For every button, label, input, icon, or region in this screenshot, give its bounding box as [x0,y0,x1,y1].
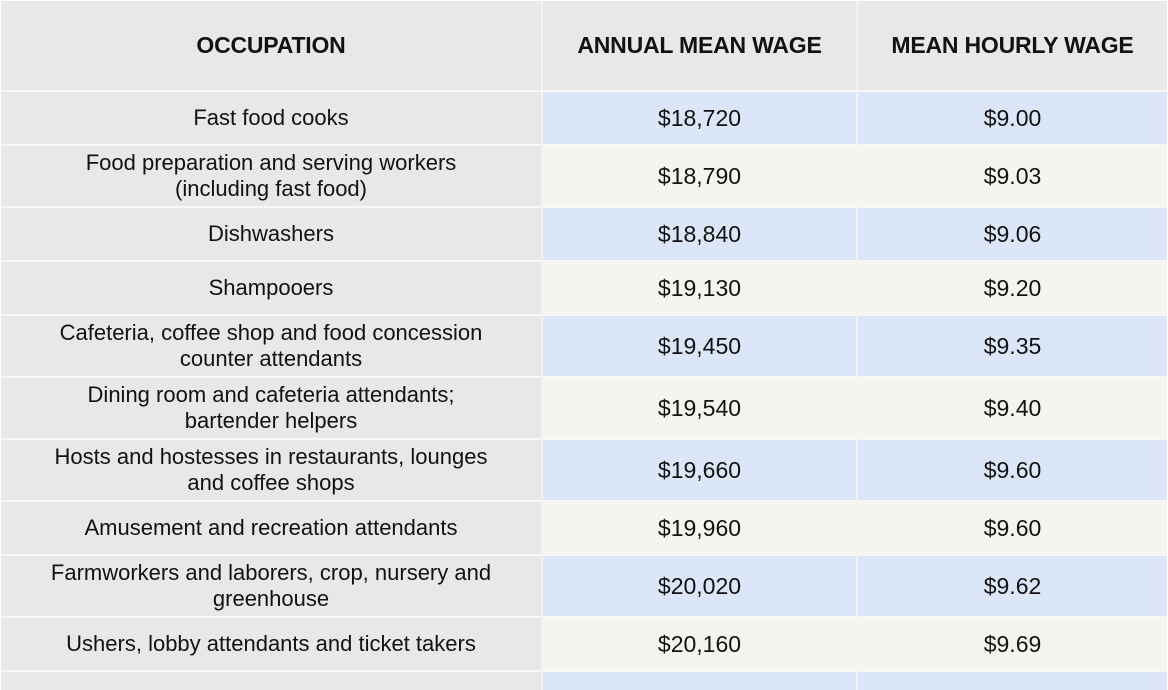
occupation-cell: Farmworkers and laborers, crop, nursery … [1,554,541,616]
occupation-cell: Amusement and recreation attendants [1,500,541,554]
column-header-occupation: OCCUPATION [1,1,541,90]
table-row: Hosts and hostesses in restaurants, loun… [1,438,1167,500]
hourly-wage-cell: $9.00 [856,90,1167,144]
table-header-row: OCCUPATION ANNUAL MEAN WAGE MEAN HOURLY … [1,1,1167,90]
hourly-wage-cell: $9.62 [856,554,1167,616]
partial-next-row [1,670,1167,690]
hourly-wage-cell: $9.60 [856,500,1167,554]
occupation-cell [1,670,541,690]
occupation-cell: Shampooers [1,260,541,314]
table-row: Dishwashers $18,840 $9.06 [1,206,1167,260]
table-row: Dining room and cafeteria attendants; ba… [1,376,1167,438]
annual-wage-cell: $18,720 [541,90,856,144]
hourly-wage-cell: $9.40 [856,376,1167,438]
annual-wage-cell: $19,660 [541,438,856,500]
annual-wage-cell [541,670,856,690]
hourly-wage-cell: $9.03 [856,144,1167,206]
table-row: Food preparation and serving workers (in… [1,144,1167,206]
occupation-cell: Food preparation and serving workers (in… [1,144,541,206]
occupation-cell: Dining room and cafeteria attendants; ba… [1,376,541,438]
hourly-wage-cell: $9.69 [856,616,1167,670]
hourly-wage-cell: $9.35 [856,314,1167,376]
annual-wage-cell: $19,450 [541,314,856,376]
occupation-cell: Fast food cooks [1,90,541,144]
annual-wage-cell: $19,540 [541,376,856,438]
table-row: Shampooers $19,130 $9.20 [1,260,1167,314]
annual-wage-cell: $20,160 [541,616,856,670]
hourly-wage-cell: $9.06 [856,206,1167,260]
hourly-wage-cell [856,670,1167,690]
column-header-annual-mean-wage: ANNUAL MEAN WAGE [541,1,856,90]
hourly-wage-cell: $9.60 [856,438,1167,500]
hourly-wage-cell: $9.20 [856,260,1167,314]
annual-wage-cell: $20,020 [541,554,856,616]
table-row: Ushers, lobby attendants and ticket take… [1,616,1167,670]
annual-wage-cell: $18,790 [541,144,856,206]
annual-wage-cell: $19,130 [541,260,856,314]
table-row: Amusement and recreation attendants $19,… [1,500,1167,554]
occupation-cell: Hosts and hostesses in restaurants, loun… [1,438,541,500]
annual-wage-cell: $19,960 [541,500,856,554]
table-body: Fast food cooks $18,720 $9.00 Food prepa… [1,90,1167,670]
column-header-mean-hourly-wage: MEAN HOURLY WAGE [856,1,1167,90]
annual-wage-cell: $18,840 [541,206,856,260]
table-row: Fast food cooks $18,720 $9.00 [1,90,1167,144]
occupation-cell: Cafeteria, coffee shop and food concessi… [1,314,541,376]
table-row: Cafeteria, coffee shop and food concessi… [1,314,1167,376]
occupation-cell: Ushers, lobby attendants and ticket take… [1,616,541,670]
occupation-cell: Dishwashers [1,206,541,260]
table-row: Farmworkers and laborers, crop, nursery … [1,554,1167,616]
